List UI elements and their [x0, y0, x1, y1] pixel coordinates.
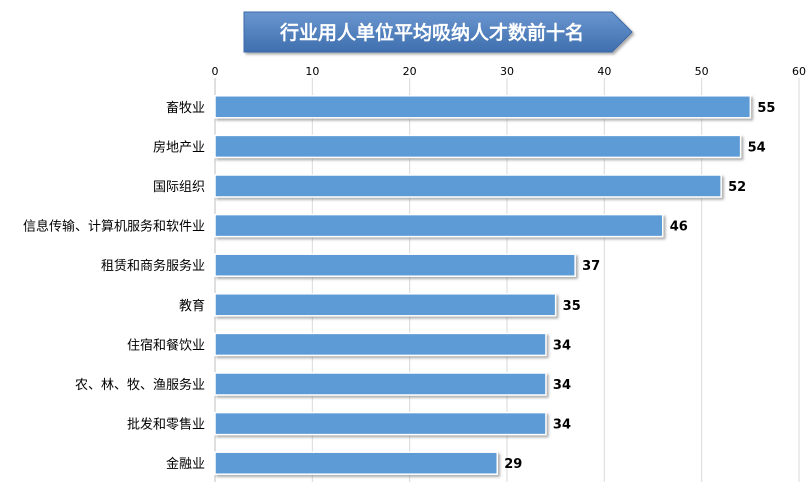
- x-tick-label: 40: [597, 65, 611, 78]
- category-label: 农、林、牧、渔服务业: [75, 377, 205, 393]
- bar: [214, 213, 664, 238]
- data-label: 46: [670, 220, 688, 235]
- chart-title-banner: [243, 11, 633, 53]
- data-label: 54: [748, 140, 766, 155]
- category-label: 住宿和餐饮业: [127, 337, 205, 353]
- category-label: 金融业: [166, 456, 205, 472]
- bar: [214, 372, 547, 396]
- chart-title: 行业用人单位平均吸纳人才数前十名: [279, 21, 584, 44]
- x-tick-label: 10: [305, 65, 319, 78]
- bar: [214, 332, 547, 357]
- x-tick-label: 30: [500, 65, 514, 78]
- data-label: 34: [553, 418, 571, 433]
- bar: [214, 134, 742, 159]
- category-label: 教育: [179, 298, 205, 314]
- x-tick-label: 60: [792, 65, 806, 78]
- category-label: 畜牧业: [166, 100, 205, 116]
- x-axis-ticks: 0 10 20 30 40 50 60: [212, 65, 807, 78]
- bar: [214, 174, 722, 198]
- bar: [214, 451, 499, 475]
- data-label: 55: [757, 101, 775, 116]
- data-label: 37: [582, 259, 600, 274]
- category-labels: 畜牧业房地产业国际组织信息传输、计算机服务和软件业租赁和商务服务业教育住宿和餐饮…: [23, 100, 205, 472]
- data-label: 29: [504, 457, 522, 472]
- data-labels: 55 54 52 46 37 35 34 34 34 29: [504, 101, 775, 472]
- x-tick-label: 0: [212, 65, 219, 78]
- x-tick-label: 20: [403, 65, 417, 78]
- x-tick-label: 50: [695, 65, 709, 78]
- category-label: 房地产业: [153, 139, 205, 155]
- bar: [214, 293, 557, 317]
- category-label: 国际组织: [153, 180, 205, 195]
- bar: [214, 253, 576, 277]
- category-label: 租赁和商务服务业: [101, 258, 205, 274]
- data-label: 35: [563, 299, 581, 314]
- bar: [214, 411, 547, 436]
- bars: [214, 95, 752, 475]
- data-label: 34: [553, 378, 571, 393]
- bar: [214, 95, 752, 119]
- title-banner-shape: [243, 11, 633, 53]
- category-label: 批发和零售业: [127, 417, 205, 433]
- data-label: 34: [553, 338, 571, 353]
- data-label: 52: [728, 180, 746, 195]
- category-label: 信息传输、计算机服务和软件业: [23, 219, 205, 235]
